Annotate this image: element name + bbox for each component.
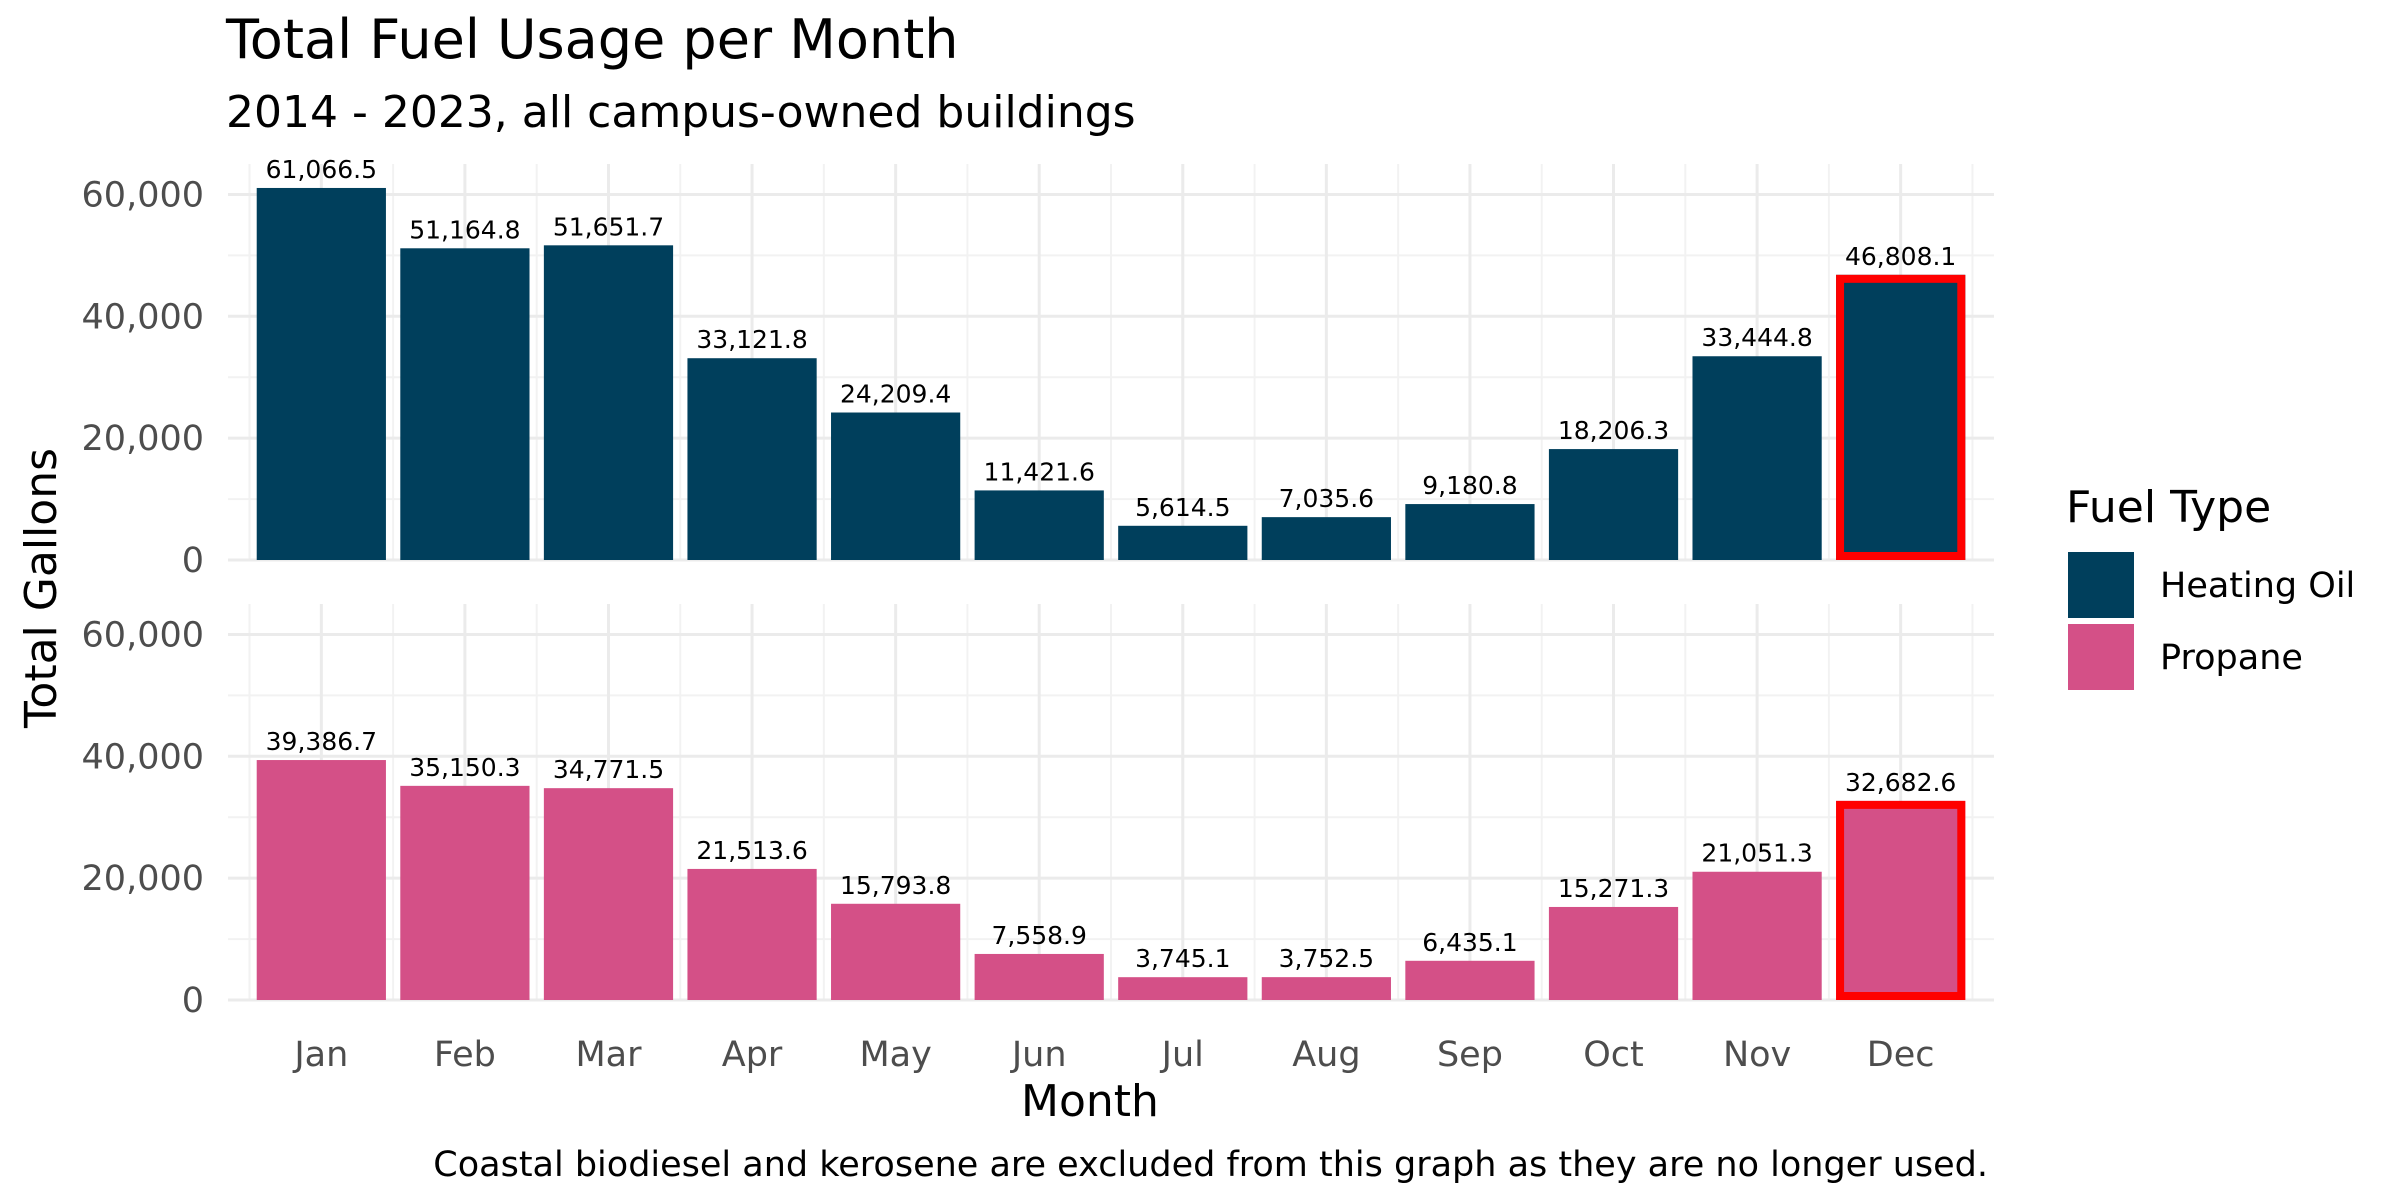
- x-tick-label: Aug: [1292, 1035, 1360, 1075]
- bar-dec: [1836, 274, 1966, 560]
- x-tick-label: Apr: [722, 1035, 783, 1075]
- highlight-box: [1836, 274, 1966, 560]
- bar-jan: [256, 760, 386, 1000]
- chart-caption: Coastal biodiesel and kerosene are exclu…: [433, 1145, 1988, 1185]
- y-tick-label: 60,000: [82, 615, 204, 655]
- data-label: 11,421.6: [984, 457, 1095, 486]
- bar-feb: [400, 785, 530, 1000]
- bar-may: [831, 903, 961, 1000]
- legend: Fuel Type Heating Oil Propane: [2066, 482, 2355, 690]
- data-label: 39,386.7: [266, 727, 377, 756]
- y-tick-label: 0: [182, 981, 204, 1021]
- bar-dec: [1836, 800, 1966, 1000]
- y-tick-label: 20,000: [82, 859, 204, 899]
- bar-nov: [1692, 871, 1822, 1000]
- y-tick-label: 0: [182, 541, 204, 581]
- x-tick-label: May: [859, 1035, 931, 1075]
- legend-label: Propane: [2160, 638, 2303, 678]
- legend-swatch: [2068, 552, 2134, 618]
- panel-heating-oil: 0 20,000 40,000 60,000 61,066.5 51,164.8 51,65…: [82, 155, 1994, 581]
- x-tick-label: Mar: [575, 1035, 642, 1075]
- data-label: 51,164.8: [409, 215, 520, 244]
- y-tick-label: 20,000: [82, 419, 204, 459]
- x-axis: Jan Feb Mar Apr May Jun Jul Aug Sep Oct Nov Dec: [292, 1035, 1934, 1075]
- bar-may: [831, 412, 961, 560]
- x-tick-label: Jul: [1160, 1035, 1204, 1075]
- bar-oct: [1548, 449, 1679, 560]
- legend-label: Heating Oil: [2160, 566, 2355, 606]
- bar-apr: [687, 358, 817, 560]
- bar-oct: [1548, 906, 1679, 1000]
- x-tick-label: Feb: [434, 1035, 496, 1075]
- bar-aug: [1261, 977, 1391, 1000]
- y-tick-label: 40,000: [82, 737, 204, 777]
- x-tick-label: Nov: [1723, 1035, 1791, 1075]
- bar-jul: [1118, 525, 1248, 560]
- data-label: 3,745.1: [1135, 944, 1230, 973]
- y-tick-label: 40,000: [82, 297, 204, 337]
- data-label: 21,051.3: [1701, 839, 1812, 868]
- x-tick-label: Oct: [1583, 1035, 1644, 1075]
- bar-jun: [974, 490, 1104, 560]
- data-label: 32,682.6: [1845, 768, 1956, 797]
- y-tick-label: 60,000: [82, 175, 204, 215]
- chart-title: Total Fuel Usage per Month: [225, 8, 959, 71]
- bar-aug: [1261, 517, 1391, 560]
- bar-feb: [400, 248, 530, 560]
- y-axis-title: Total Gallons: [16, 448, 67, 729]
- data-label: 3,752.5: [1279, 944, 1374, 973]
- legend-swatch: [2068, 624, 2134, 690]
- bar-apr: [687, 868, 817, 1000]
- x-tick-label: Jun: [1010, 1035, 1067, 1075]
- x-tick-label: Sep: [1437, 1035, 1503, 1075]
- data-label: 15,793.8: [840, 871, 951, 900]
- data-label: 21,513.6: [696, 836, 807, 865]
- data-label: 6,435.1: [1422, 928, 1517, 957]
- bar-jan: [256, 187, 386, 560]
- bar-nov: [1692, 356, 1822, 560]
- data-label: 34,771.5: [553, 755, 664, 784]
- data-label: 18,206.3: [1558, 416, 1669, 445]
- data-label: 33,444.8: [1701, 323, 1812, 352]
- data-label: 46,808.1: [1845, 242, 1956, 271]
- x-tick-label: Dec: [1867, 1035, 1935, 1075]
- data-label: 61,066.5: [266, 155, 377, 184]
- bar-sep: [1405, 504, 1535, 560]
- highlight-box: [1836, 800, 1966, 1001]
- chart-panels: 0 20,000 40,000 60,000 61,066.5 51,164.8 51,65…: [82, 155, 1994, 1021]
- x-tick-label: Jan: [292, 1035, 348, 1075]
- bar-mar: [543, 788, 674, 1000]
- data-label: 7,035.6: [1279, 484, 1374, 513]
- bar-mar: [543, 245, 674, 560]
- legend-title: Fuel Type: [2066, 482, 2271, 533]
- data-label: 35,150.3: [409, 753, 520, 782]
- bar-jun: [974, 953, 1104, 1000]
- data-label: 9,180.8: [1422, 471, 1517, 500]
- bar-sep: [1405, 960, 1535, 1000]
- data-label: 33,121.8: [696, 325, 807, 354]
- bar-jul: [1118, 977, 1248, 1000]
- data-label: 51,651.7: [553, 212, 664, 241]
- x-axis-title: Month: [1021, 1076, 1159, 1127]
- panel-propane: 0 20,000 40,000 60,000 39,386.7 35,150.3 34,77…: [82, 604, 1994, 1021]
- chart-subtitle: 2014 - 2023, all campus-owned buildings: [226, 87, 1136, 138]
- data-label: 24,209.4: [840, 380, 951, 409]
- data-label: 7,558.9: [991, 921, 1086, 950]
- data-label: 15,271.3: [1558, 874, 1669, 903]
- data-label: 5,614.5: [1135, 493, 1230, 522]
